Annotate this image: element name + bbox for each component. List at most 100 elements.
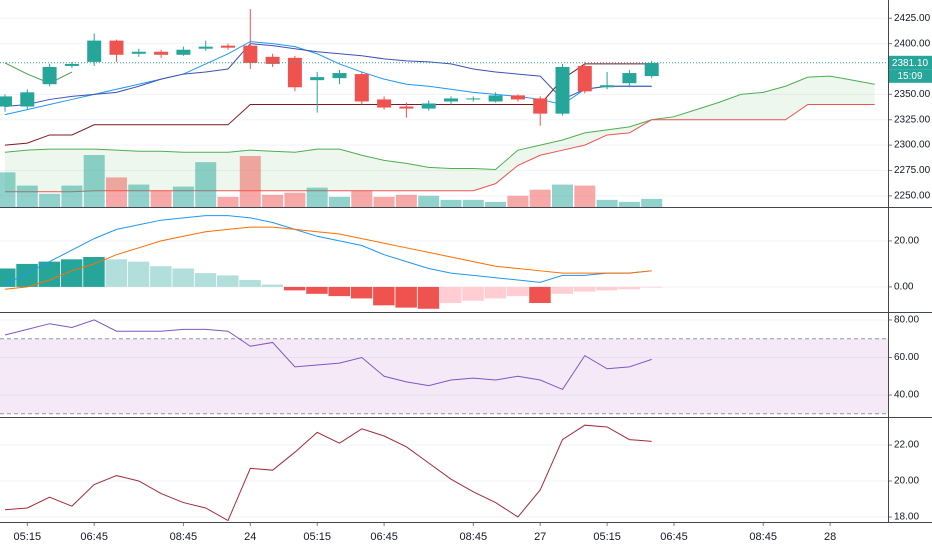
candle-body bbox=[198, 46, 213, 49]
candle-body bbox=[64, 63, 79, 66]
volume-bar bbox=[574, 185, 596, 207]
volume-bar bbox=[195, 162, 217, 207]
volume-bar bbox=[485, 201, 507, 207]
histogram-bar bbox=[306, 286, 328, 294]
histogram-bar bbox=[172, 268, 194, 287]
candle-body bbox=[577, 65, 592, 92]
histogram-bar bbox=[350, 286, 373, 299]
y-tick-label: 18.00 bbox=[894, 512, 919, 523]
histogram-bar bbox=[551, 286, 573, 294]
x-tick-label: 27 bbox=[534, 531, 546, 543]
candle-body bbox=[533, 98, 548, 114]
x-tick-label: 24 bbox=[244, 531, 256, 543]
indicator-line bbox=[4, 43, 652, 108]
x-tick-label: 05:15 bbox=[14, 531, 42, 543]
candle-body bbox=[20, 92, 35, 107]
histogram-bar bbox=[596, 286, 618, 291]
candle-body bbox=[265, 56, 280, 64]
volume-bar bbox=[329, 196, 350, 207]
y-tick-label: 2300.00 bbox=[894, 140, 931, 151]
candle-body bbox=[0, 96, 12, 107]
histogram-bar bbox=[83, 257, 105, 287]
histogram-bar bbox=[127, 261, 150, 287]
volume-bar bbox=[529, 189, 551, 207]
histogram-bar bbox=[239, 280, 261, 287]
band bbox=[0, 338, 888, 414]
indicator-line bbox=[4, 319, 652, 391]
cloud-fill bbox=[5, 76, 875, 192]
histogram-bar bbox=[60, 259, 83, 287]
y-tick-label: 2250.00 bbox=[894, 190, 931, 201]
histogram-bar bbox=[194, 273, 217, 287]
candle-body bbox=[287, 57, 302, 88]
histogram-bar bbox=[283, 286, 306, 291]
x-tick-label: 06:45 bbox=[660, 531, 688, 543]
volume-bar bbox=[618, 201, 640, 207]
histogram-bar bbox=[373, 286, 395, 306]
candle-body bbox=[42, 66, 57, 85]
candle-body bbox=[332, 73, 347, 79]
y-tick-label: 20.00 bbox=[894, 236, 919, 247]
candle-body bbox=[243, 45, 258, 63]
histogram-bar bbox=[150, 266, 172, 287]
countdown-label: 15:09 bbox=[897, 71, 922, 82]
y-tick-label: 40.00 bbox=[894, 390, 919, 401]
volume-bar bbox=[106, 177, 127, 207]
macd-line bbox=[4, 226, 652, 290]
volume-bar bbox=[351, 190, 373, 207]
histogram-bar bbox=[529, 286, 551, 304]
cloud-upper-line bbox=[4, 75, 875, 170]
candle-body bbox=[421, 103, 436, 109]
histogram-bar bbox=[440, 286, 462, 304]
volume-bar bbox=[61, 185, 83, 207]
histogram-bar bbox=[395, 286, 417, 308]
volume-bar bbox=[172, 186, 194, 207]
candle-body bbox=[354, 74, 369, 102]
histogram-bar bbox=[417, 286, 440, 309]
volume-bar bbox=[16, 185, 38, 207]
histogram-bar bbox=[0, 268, 16, 287]
volume-bar bbox=[150, 190, 172, 207]
candle-body bbox=[377, 99, 392, 108]
candle-body bbox=[131, 51, 146, 54]
candle-body bbox=[555, 66, 570, 114]
macd-line bbox=[4, 215, 652, 286]
y-tick-label: 2400.00 bbox=[894, 38, 931, 49]
histogram-bar bbox=[16, 263, 38, 287]
volume-bar bbox=[128, 184, 150, 207]
candle-body bbox=[488, 95, 503, 102]
candle-body bbox=[87, 40, 102, 62]
candle-body bbox=[221, 45, 235, 48]
x-tick-label: 05:15 bbox=[303, 531, 331, 543]
histogram-bar bbox=[462, 286, 484, 301]
y-tick-label: 22.00 bbox=[894, 440, 919, 451]
candle-body bbox=[600, 85, 615, 88]
volume-bar bbox=[440, 199, 462, 207]
volume-bar bbox=[552, 184, 573, 207]
y-tick-label: 2350.00 bbox=[894, 89, 931, 100]
x-tick-label: 06:45 bbox=[370, 531, 398, 543]
countdown-tag bbox=[889, 69, 932, 83]
candle-body bbox=[644, 62, 659, 77]
y-tick-label: 20.00 bbox=[894, 476, 919, 487]
indicator-line bbox=[4, 424, 652, 522]
candle-body bbox=[444, 98, 458, 102]
volume-bar bbox=[83, 155, 105, 207]
x-tick-label: 06:45 bbox=[80, 531, 108, 543]
x-tick-label: 08:45 bbox=[749, 531, 777, 543]
cloud-lower-line bbox=[5, 104, 875, 193]
volume-bar bbox=[239, 156, 261, 207]
candle-body bbox=[510, 95, 525, 100]
volume-bar bbox=[418, 195, 440, 207]
x-tick-label: 08:45 bbox=[170, 531, 198, 543]
candle-body bbox=[154, 51, 169, 55]
volume-bar bbox=[284, 192, 306, 207]
candle-body bbox=[310, 77, 325, 81]
candle-body bbox=[622, 73, 637, 84]
histogram-bar bbox=[105, 259, 127, 287]
histogram-bar bbox=[618, 286, 640, 290]
candle-body bbox=[109, 40, 124, 55]
x-tick-label: 28 bbox=[824, 531, 836, 543]
volume-bar bbox=[507, 195, 529, 207]
volume-bar bbox=[373, 196, 395, 207]
